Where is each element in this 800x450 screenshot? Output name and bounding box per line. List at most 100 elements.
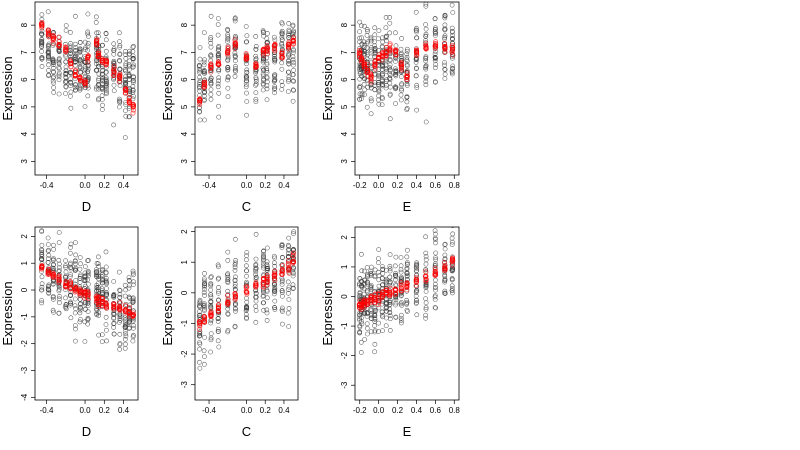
observed-point [77, 280, 83, 285]
observed-point [94, 267, 99, 272]
observed-point [357, 76, 363, 82]
observed-point [208, 331, 214, 337]
observed-point [290, 282, 296, 288]
panel-6: -0.2 0.0 0.2 0.4 0.6 0.8 -3 -2 -1 0 1 2 E Expression [320, 226, 460, 439]
observed-point [413, 27, 419, 33]
observed-point [208, 77, 213, 83]
observed-point [433, 277, 438, 283]
fitted-point [82, 78, 88, 84]
observed-point [225, 249, 231, 255]
observed-point [208, 320, 214, 326]
fitted-point [361, 304, 367, 310]
observed-point [361, 268, 367, 274]
observed-point [77, 274, 83, 279]
observed-point [260, 65, 266, 71]
observed-point [372, 308, 378, 313]
fitted-point [290, 37, 296, 43]
fitted-point [224, 49, 230, 55]
observed-point [196, 85, 202, 91]
observed-point [357, 96, 362, 102]
y-axis-title: Expression [0, 56, 15, 120]
observed-point [111, 321, 116, 327]
observed-point [393, 302, 398, 308]
observed-point [413, 60, 419, 65]
observed-point [380, 78, 385, 84]
fitted-point [130, 102, 136, 107]
fitted-point [279, 48, 285, 54]
observed-point [63, 75, 69, 81]
observed-point [45, 260, 51, 265]
y-tick-label: -1 [180, 319, 189, 327]
fitted-point [264, 47, 270, 53]
observed-point [393, 68, 399, 74]
observed-point [99, 93, 105, 99]
observed-point [46, 252, 52, 258]
observed-point [39, 31, 44, 37]
y-axis-title: Expression [160, 281, 175, 345]
fitted-point [111, 67, 116, 73]
fitted-point [368, 77, 374, 83]
observed-point [279, 42, 285, 47]
observed-point [291, 88, 296, 93]
y-tick-label: 7 [340, 50, 349, 55]
fitted-point [290, 260, 296, 266]
observed-point [272, 298, 278, 304]
observed-point [280, 31, 285, 36]
observed-point [116, 269, 122, 275]
observed-point [77, 48, 83, 54]
observed-point [423, 306, 429, 312]
fitted-point [39, 23, 45, 29]
observed-point [72, 258, 78, 264]
observed-point [372, 319, 378, 324]
observed-point [253, 34, 259, 39]
fitted-point [272, 41, 278, 47]
observed-point [359, 73, 364, 79]
observed-point [96, 81, 101, 87]
observed-point [433, 285, 438, 290]
y-tick-label: 1 [20, 260, 29, 265]
observed-point [131, 272, 136, 278]
y-tick-label: 7 [20, 50, 29, 55]
observed-point [364, 45, 370, 51]
observed-point [39, 284, 45, 290]
fitted-point [67, 286, 73, 292]
observed-point [264, 268, 270, 273]
observed-point [383, 35, 389, 41]
observed-point [225, 32, 231, 38]
observed-point [399, 36, 404, 41]
observed-point [450, 285, 455, 291]
observed-point [82, 301, 88, 307]
fitted-point [50, 40, 56, 46]
observed-point [387, 313, 393, 319]
fitted-point [130, 104, 136, 110]
observed-point [372, 39, 377, 45]
observed-point [372, 305, 378, 311]
observed-point [387, 75, 393, 81]
observed-point [260, 28, 266, 33]
observed-point [358, 308, 364, 314]
observed-point [404, 297, 409, 303]
observed-point [387, 80, 393, 86]
observed-point [286, 254, 291, 260]
observed-point [56, 261, 62, 267]
fitted-point [82, 81, 88, 86]
observed-point [73, 278, 79, 283]
x-tick-label: 0.6 [430, 406, 442, 415]
observed-point [243, 39, 249, 45]
observed-point [423, 234, 428, 240]
fitted-point [117, 72, 123, 78]
fitted-point [45, 268, 51, 274]
observed-point [104, 281, 109, 287]
observed-point [51, 309, 56, 315]
fitted-point [260, 284, 266, 290]
observed-point [225, 39, 230, 44]
observed-point [103, 64, 109, 70]
observed-point [383, 15, 389, 20]
observed-point [215, 48, 221, 53]
observed-point [442, 22, 448, 28]
observed-point [388, 84, 393, 90]
observed-point [361, 310, 367, 316]
observed-point [233, 63, 238, 69]
observed-point [216, 47, 222, 52]
observed-point [260, 81, 266, 86]
